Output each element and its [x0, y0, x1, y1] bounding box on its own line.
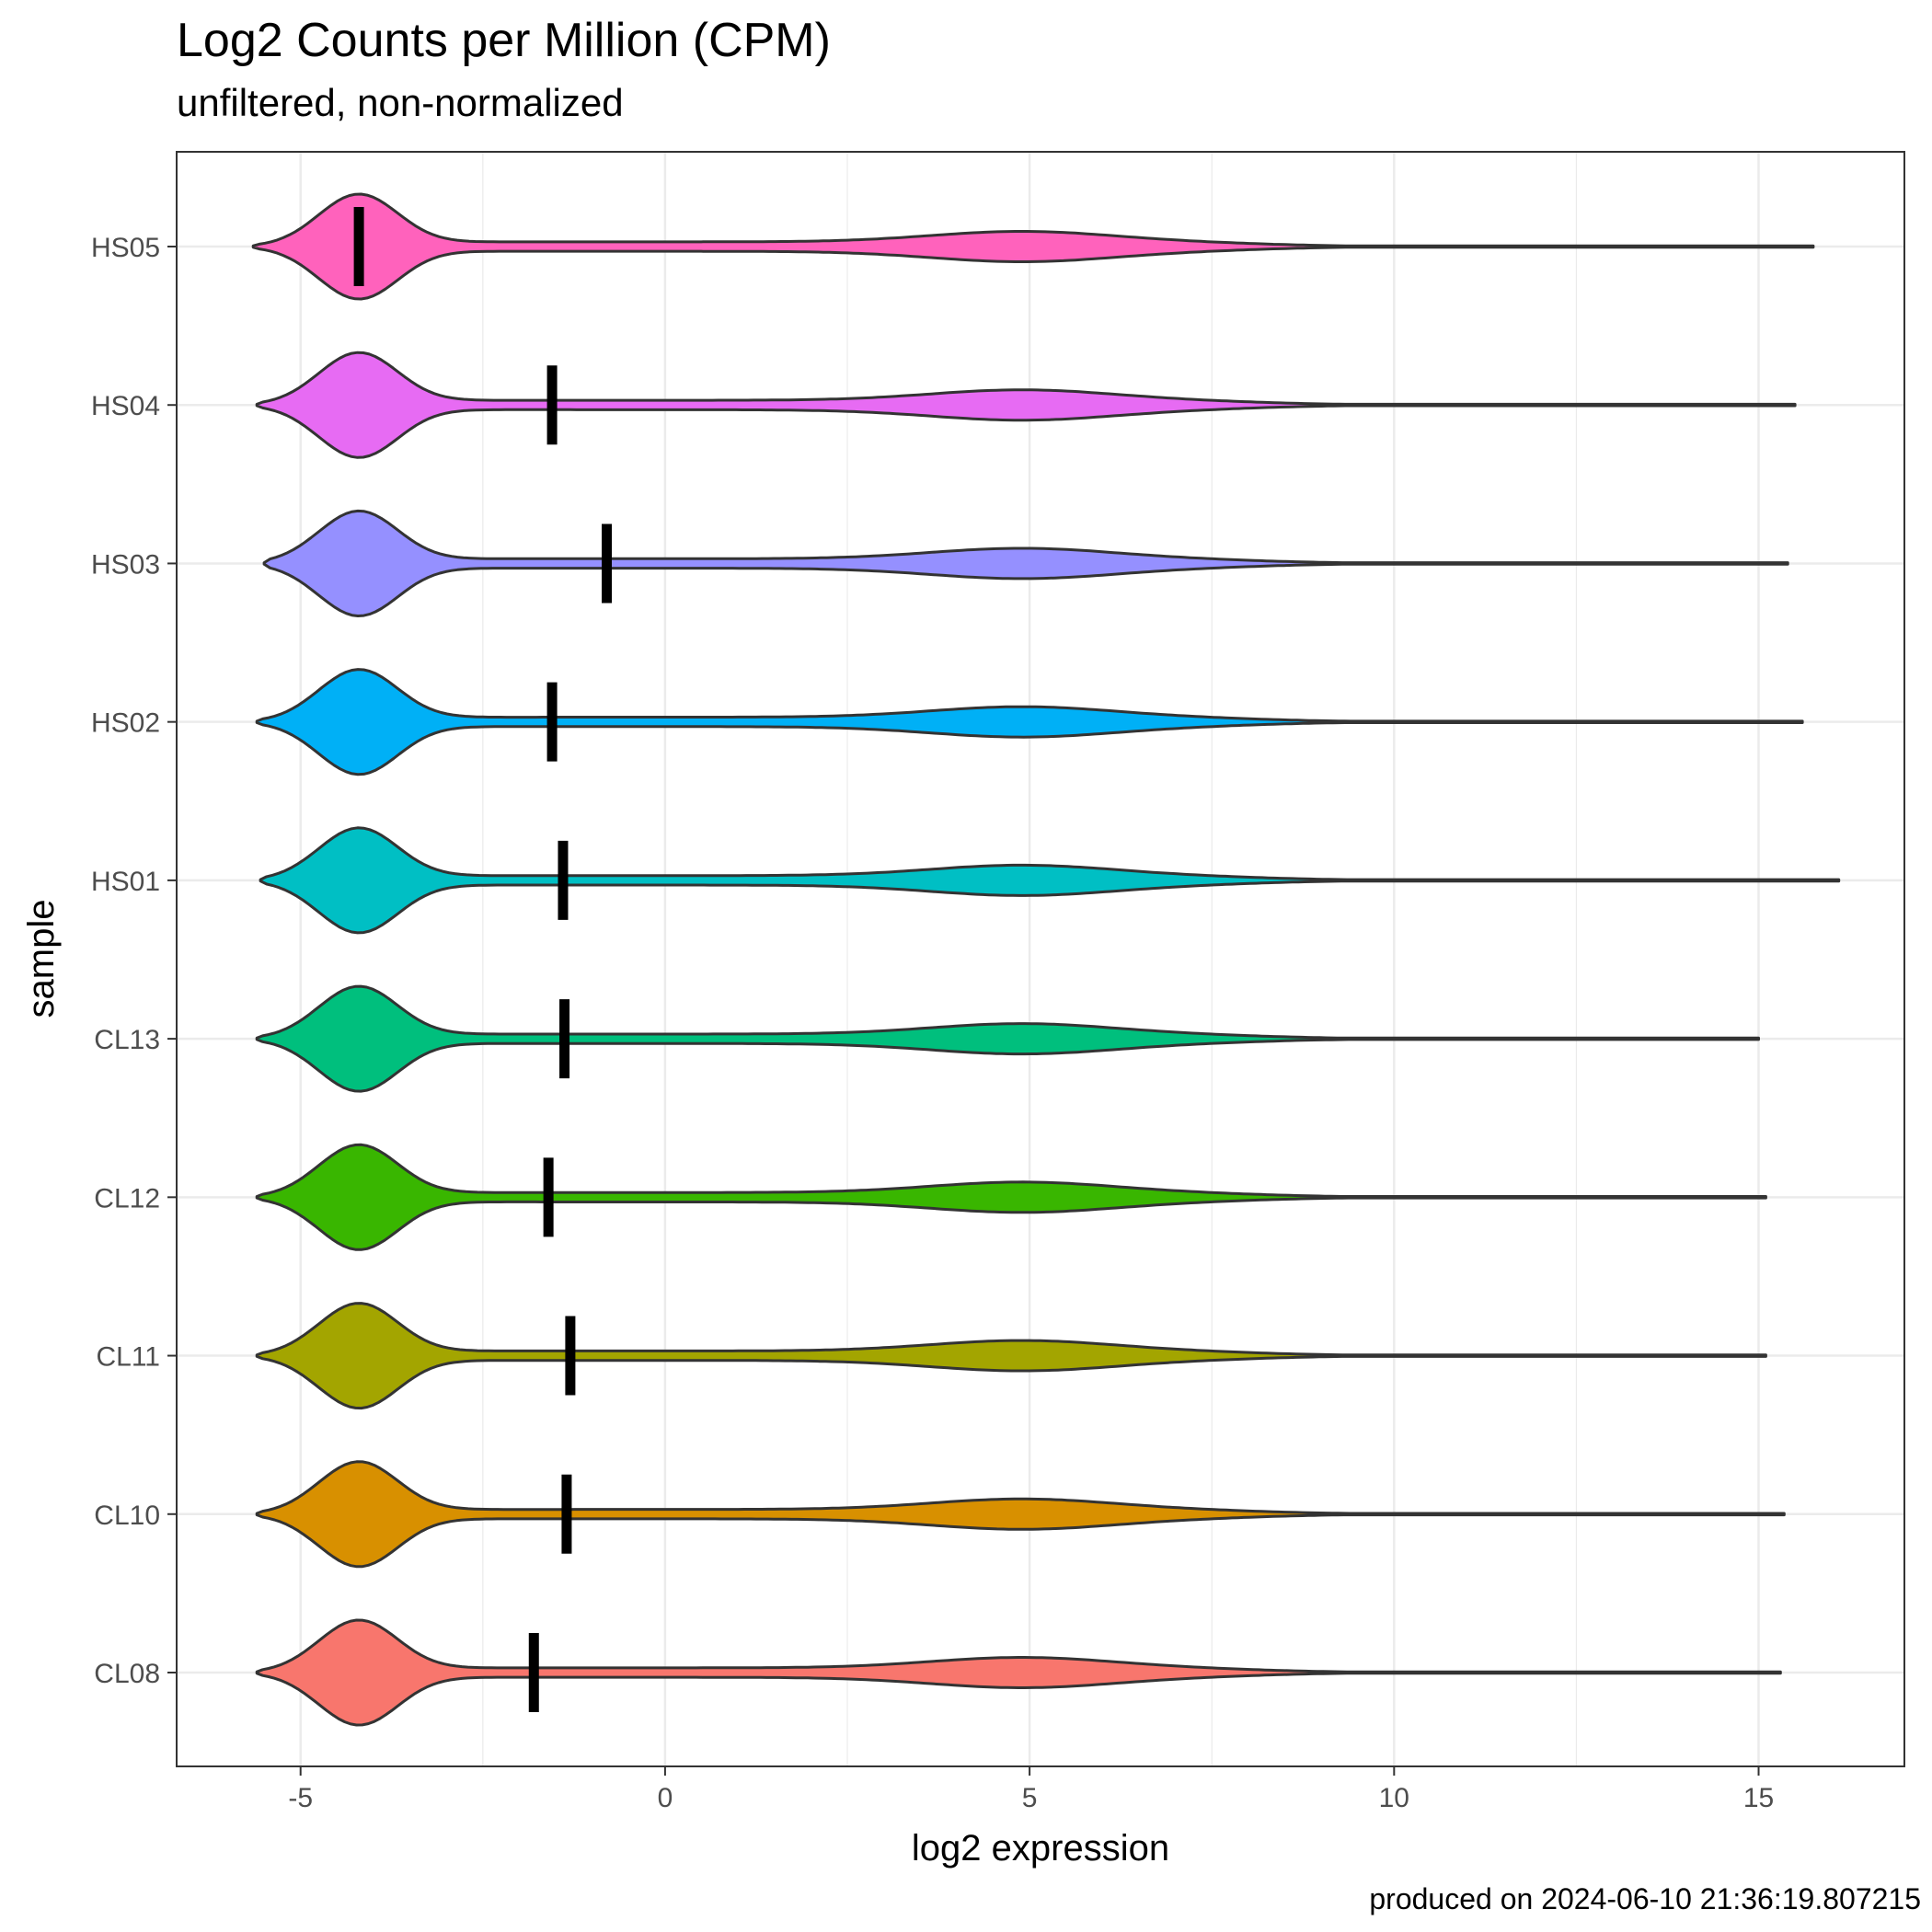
y-tick-label: CL13: [94, 1025, 160, 1055]
y-tick-label: CL10: [94, 1501, 160, 1531]
violin-HS05: [251, 192, 1815, 301]
x-tick-label: 0: [658, 1783, 673, 1813]
x-tick-label: 5: [1022, 1783, 1038, 1813]
y-tick-label: HS03: [91, 549, 160, 580]
x-tick-label: -5: [288, 1783, 313, 1813]
panel-border: [176, 151, 1905, 1767]
x-tick-label: 10: [1379, 1783, 1409, 1813]
y-tick-label: CL12: [94, 1183, 160, 1213]
x-axis-label: log2 expression: [912, 1828, 1169, 1869]
chart-title: Log2 Counts per Million (CPM): [177, 14, 831, 67]
y-axis-label: sample: [21, 900, 62, 1018]
x-tick-label: 15: [1743, 1783, 1774, 1813]
y-tick-label: HS05: [91, 233, 160, 263]
chart-subtitle: unfiltered, non-normalized: [177, 81, 624, 124]
violin-chart: -5 0 5 10 15 CL08 CL10 CL11 CL12 CL13 HS01 HS02 HS03…: [21, 151, 1905, 1869]
y-tick-label: CL11: [97, 1342, 161, 1373]
violin-CL11: [255, 1302, 1767, 1410]
y-tick-label: HS04: [91, 391, 160, 421]
violin-HS02: [255, 668, 1804, 776]
violin-CL10: [255, 1460, 1786, 1569]
violin-CL08: [255, 1618, 1782, 1727]
y-tick-label: CL08: [94, 1659, 160, 1689]
violin-CL12: [255, 1143, 1767, 1251]
y-tick-label: HS02: [91, 708, 160, 739]
chart-caption: produced on 2024-06-10 21:36:19.807215: [1369, 1882, 1921, 1915]
axis-layer: -5 0 5 10 15 CL08 CL10 CL11 CL12 CL13 HS01 HS02 HS03…: [91, 233, 1774, 1813]
violin-layer: [251, 192, 1841, 1727]
violin-CL13: [255, 984, 1760, 1093]
violin-HS01: [259, 826, 1841, 935]
violin-HS03: [262, 509, 1789, 617]
y-tick-label: HS01: [91, 867, 160, 897]
violin-HS04: [255, 351, 1797, 459]
